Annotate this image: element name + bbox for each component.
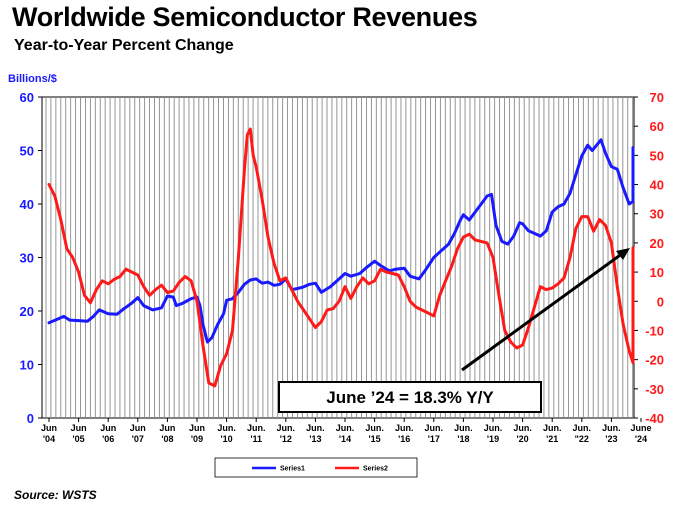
source-note: Source: WSTS bbox=[14, 488, 97, 502]
y-left-tick-label: 50 bbox=[20, 144, 34, 159]
y-right-tick-label: 20 bbox=[650, 236, 664, 251]
chart-legend: Series1 Series2 bbox=[214, 457, 418, 478]
x-tick-label-year: '05 bbox=[73, 434, 85, 444]
x-tick-label-month: Jun. bbox=[602, 423, 621, 433]
legend-label-1: Series1 bbox=[280, 466, 305, 473]
annotation-arrow-line bbox=[461, 251, 624, 372]
y-left-tick-label: 30 bbox=[20, 251, 34, 266]
x-tick-label-year: '09 bbox=[191, 434, 203, 444]
y-right-tick-label: 0 bbox=[657, 294, 664, 309]
x-tick-label-month: Jun. bbox=[365, 423, 384, 433]
y-right-tick-label: -10 bbox=[645, 323, 664, 338]
x-tick-label-month: Jun. bbox=[425, 423, 444, 433]
chart-title: Worldwide Semiconductor Revenues bbox=[12, 2, 478, 32]
y-left-tick-label: 60 bbox=[20, 90, 34, 105]
annotation-group: June ’24 = 18.3% Y/Y bbox=[278, 248, 630, 413]
x-tick-label-year: '07 bbox=[132, 434, 144, 444]
x-tick-label-year: '14 bbox=[339, 434, 351, 444]
x-tick-label-month: Jun. bbox=[217, 423, 236, 433]
x-tick-label-month: Jun. bbox=[454, 423, 473, 433]
chart-subtitle: Year-to-Year Percent Change bbox=[14, 37, 234, 54]
y-right-tick-label: 50 bbox=[650, 148, 664, 163]
y-right-tick-label: 70 bbox=[650, 90, 664, 105]
x-tick-label-month: Jun. bbox=[573, 423, 592, 433]
legend-box bbox=[214, 457, 418, 478]
x-tick-label-year: "22 bbox=[575, 434, 589, 444]
x-tick-label-year: '23 bbox=[605, 434, 617, 444]
annotation-text: June ’24 = 18.3% Y/Y bbox=[326, 388, 494, 407]
chart-axes: 0 10 20 30 40 50 60 -40 -30 -20 -10 0 10 20 30 40 50 60 70… bbox=[8, 73, 664, 444]
y-left-unit-label: Billions/$ bbox=[8, 73, 57, 85]
y-left-tick-label: 40 bbox=[20, 197, 34, 212]
x-tick-label-month: June bbox=[630, 423, 651, 433]
legend-label-2: Series2 bbox=[363, 466, 388, 473]
y-right-tick-label: 30 bbox=[650, 207, 664, 222]
x-tick-label-year: '13 bbox=[309, 434, 321, 444]
y-right-tick-label: -30 bbox=[645, 382, 664, 397]
x-tick-label-year: '11 bbox=[250, 434, 262, 444]
x-tick-label-month: Jun. bbox=[336, 423, 355, 433]
y-left-tick-label: 0 bbox=[27, 411, 34, 426]
y-left-tick-label: 20 bbox=[20, 304, 34, 319]
x-tick-label-year: '12 bbox=[280, 434, 292, 444]
x-tick-label-month: Jun bbox=[71, 423, 87, 433]
plot-area bbox=[41, 96, 635, 419]
x-tick-label-month: Jun bbox=[130, 423, 146, 433]
x-tick-label-month: Jun. bbox=[513, 423, 532, 433]
x-tick-label-year: '08 bbox=[161, 434, 173, 444]
series-line-2 bbox=[47, 127, 635, 388]
y-right-tick-label: -40 bbox=[645, 411, 664, 426]
x-tick-label-year: '24 bbox=[635, 434, 647, 444]
y-right-tick-label: 10 bbox=[650, 265, 664, 280]
x-tick-label-month: Jun. bbox=[247, 423, 266, 433]
x-tick-label-month: Jun. bbox=[277, 423, 296, 433]
x-tick-label-month: Jun bbox=[41, 423, 57, 433]
x-tick-label-year: '15 bbox=[369, 434, 381, 444]
chart-grid bbox=[41, 96, 635, 419]
y-right-tick-label: 40 bbox=[650, 178, 664, 193]
y-right-tick-label: 60 bbox=[650, 119, 664, 134]
annotation-box bbox=[278, 381, 542, 413]
y-right-tick-label: -20 bbox=[645, 353, 664, 368]
x-tick-label-month: Jun bbox=[189, 423, 205, 433]
x-tick-label-month: Jun bbox=[159, 423, 175, 433]
x-tick-label-year: '04 bbox=[43, 434, 55, 444]
x-tick-label-month: Jun. bbox=[484, 423, 503, 433]
y-left-tick-label: 10 bbox=[20, 358, 34, 373]
annotation-arrow-head bbox=[616, 248, 630, 260]
x-tick-label-year: '06 bbox=[102, 434, 114, 444]
x-tick-label-month: Jun bbox=[100, 423, 116, 433]
series-line-1 bbox=[47, 138, 635, 344]
x-tick-label-month: Jun. bbox=[543, 423, 562, 433]
x-tick-label-month: Jun. bbox=[395, 423, 414, 433]
x-tick-label-year: '10 bbox=[221, 434, 233, 444]
x-tick-label-year: '21 bbox=[546, 434, 558, 444]
x-tick-label-year: '19 bbox=[487, 434, 499, 444]
x-tick-label-year: '17 bbox=[428, 434, 440, 444]
x-tick-label-year: '16 bbox=[398, 434, 410, 444]
x-tick-label-year: '20 bbox=[517, 434, 529, 444]
chart-series bbox=[47, 127, 635, 388]
x-tick-label-year: '18 bbox=[457, 434, 469, 444]
x-tick-label-month: Jun. bbox=[306, 423, 325, 433]
